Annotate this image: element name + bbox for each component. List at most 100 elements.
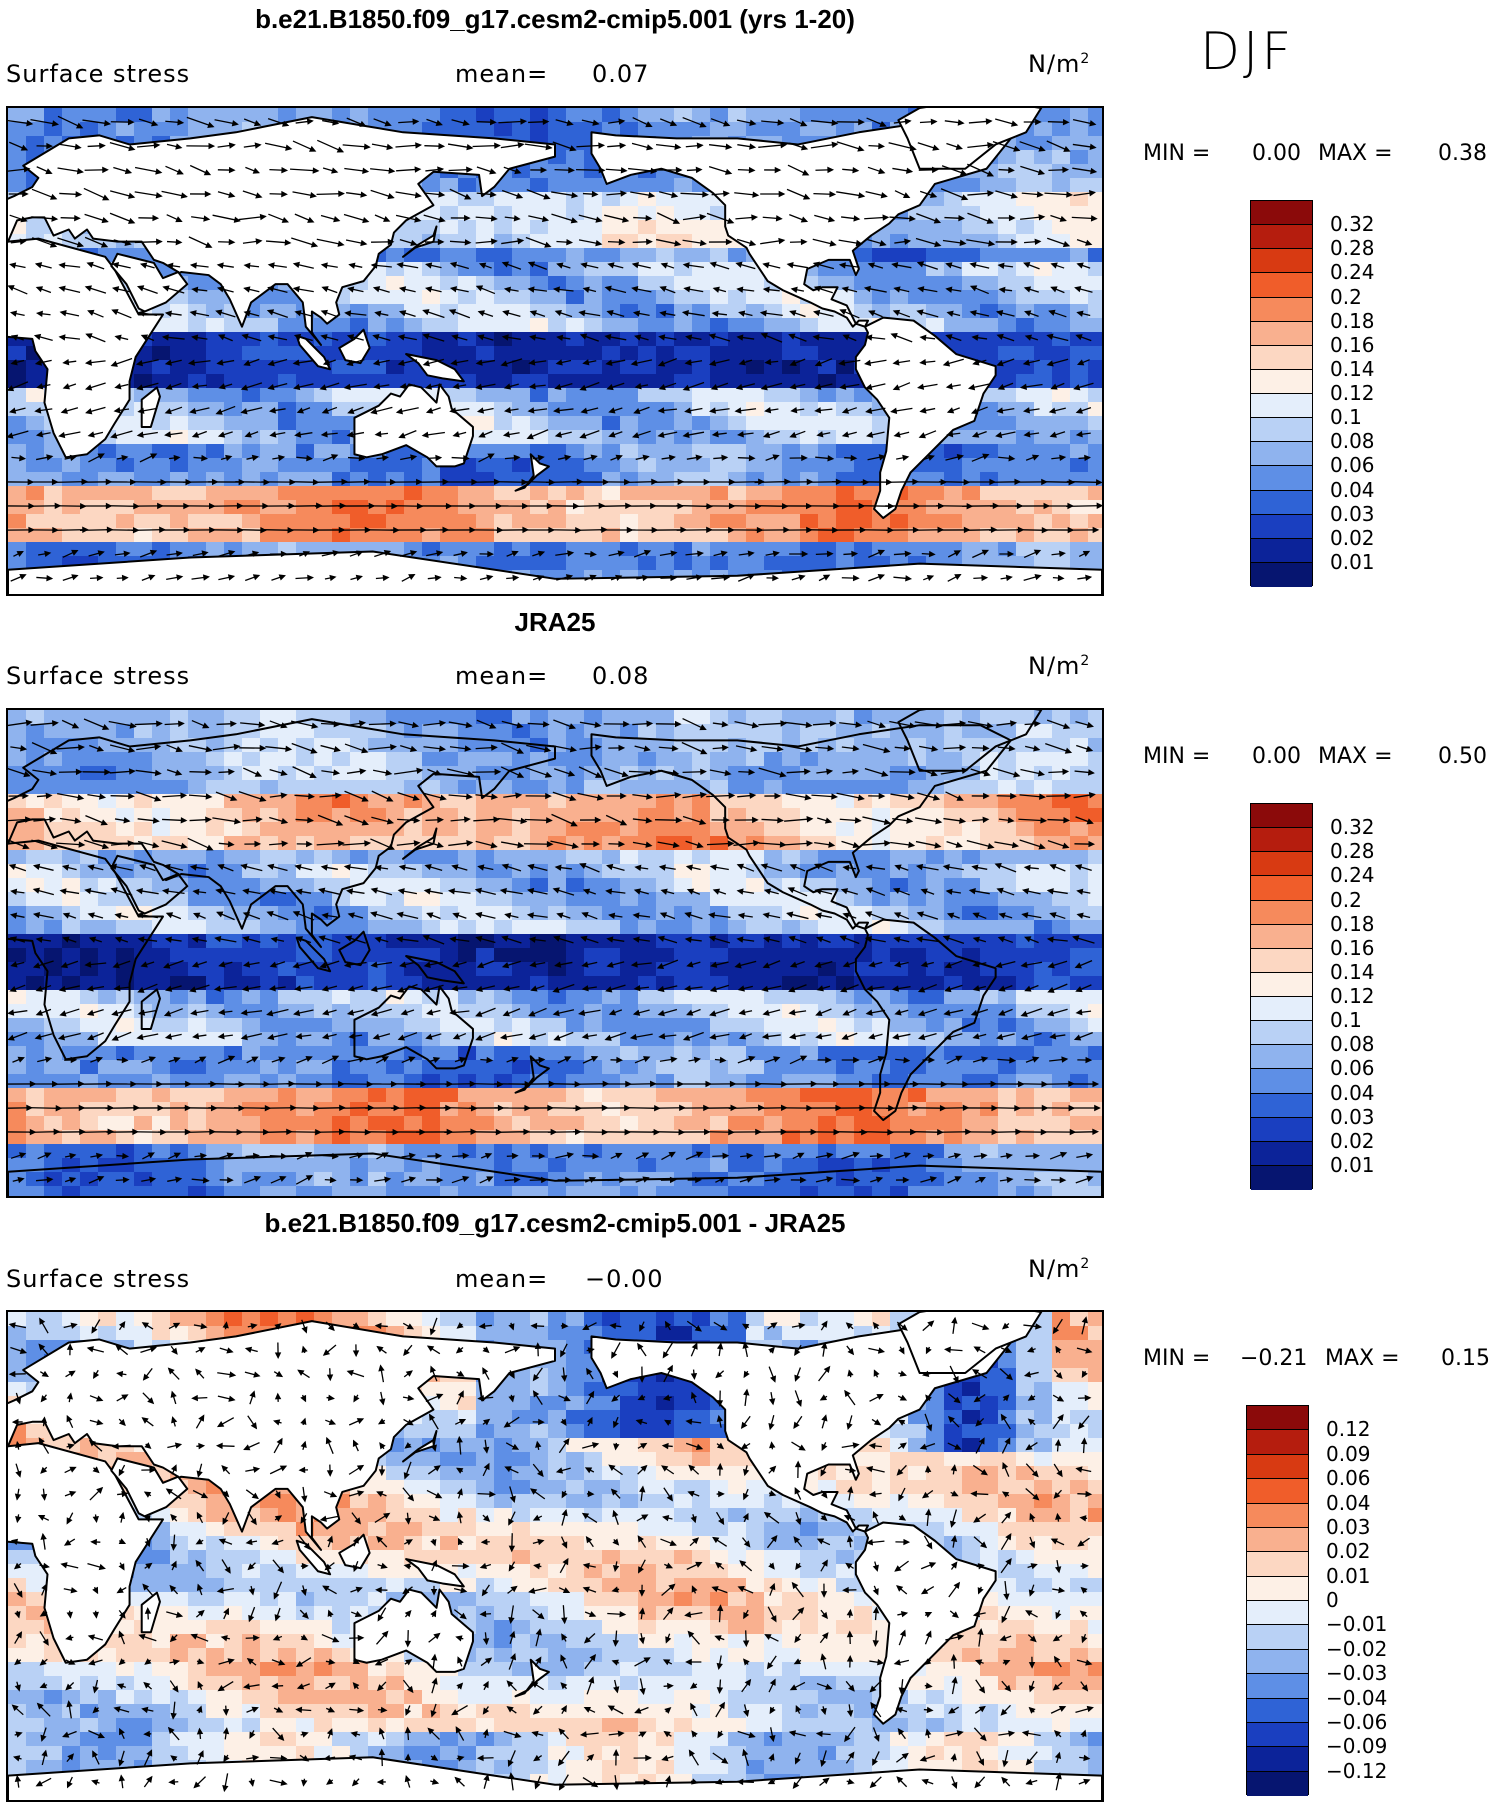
colorbar-swatch bbox=[1251, 924, 1312, 949]
colorbar-swatch bbox=[1251, 876, 1312, 901]
min-label: MIN = bbox=[1143, 744, 1211, 769]
stress-map-model bbox=[6, 106, 1104, 596]
colorbar-tick-label: 0.32 bbox=[1330, 815, 1375, 840]
colorbar-swatch bbox=[1247, 1625, 1308, 1650]
continents bbox=[8, 108, 1102, 594]
colorbar-swatch bbox=[1247, 1454, 1308, 1480]
colorbar-tick-label: 0.1 bbox=[1330, 1008, 1362, 1033]
colorbar-swatch bbox=[1247, 1722, 1308, 1748]
panel-title: b.e21.B1850.f09_g17.cesm2-cmip5.001 (yrs… bbox=[255, 4, 855, 34]
colorbar-swatch bbox=[1251, 972, 1312, 997]
colorbar-swatch bbox=[1251, 466, 1312, 491]
mean-label: mean= bbox=[455, 662, 549, 690]
colorbar-tick-label: 0.12 bbox=[1330, 984, 1375, 1008]
colorbar-tick-label: 0.12 bbox=[1326, 1417, 1371, 1442]
colorbar-swatch bbox=[1251, 1093, 1312, 1118]
colorbar-tick-label: 0.09 bbox=[1326, 1441, 1371, 1466]
colorbar-swatch bbox=[1251, 418, 1312, 443]
colorbar-swatch bbox=[1251, 804, 1312, 829]
colorbar-tick-label: 0.08 bbox=[1330, 1032, 1375, 1057]
mean-value: 0.07 bbox=[592, 60, 650, 88]
stress-map-difference bbox=[6, 1310, 1104, 1802]
colorbar-tick-label: 0.24 bbox=[1330, 863, 1375, 888]
max-label: MAX = bbox=[1318, 744, 1393, 769]
max-value: 0.50 bbox=[1438, 744, 1487, 769]
colorbar-tick-label: 0.18 bbox=[1330, 308, 1375, 333]
variable-label: Surface stress bbox=[6, 1265, 191, 1293]
colorbar-tick-label: −0.03 bbox=[1326, 1661, 1388, 1686]
colorbar-tick-label: 0.24 bbox=[1330, 260, 1375, 285]
units-label: N/m2 bbox=[1028, 50, 1091, 78]
colorbar-swatch bbox=[1247, 1503, 1308, 1528]
colorbar-swatch bbox=[1247, 1601, 1308, 1626]
colorbar-swatch bbox=[1247, 1698, 1308, 1723]
map-canvas bbox=[8, 710, 1102, 1196]
colorbar-tick-label: 0.2 bbox=[1330, 887, 1362, 912]
variable-label: Surface stress bbox=[6, 60, 191, 88]
season-label: DJF bbox=[1200, 22, 1295, 82]
max-value: 0.38 bbox=[1438, 141, 1487, 166]
colorbar-tick-label: −0.04 bbox=[1326, 1685, 1388, 1710]
colorbar-swatch bbox=[1247, 1430, 1308, 1455]
mean-value: 0.08 bbox=[592, 662, 650, 690]
min-label: MIN = bbox=[1143, 141, 1211, 166]
stress-vectors bbox=[8, 115, 1102, 582]
panel-title: b.e21.B1850.f09_g17.cesm2-cmip5.001 - JR… bbox=[264, 1208, 846, 1238]
colorbar-tick-label: −0.02 bbox=[1326, 1636, 1388, 1661]
colorbar-swatch bbox=[1251, 562, 1312, 587]
colorbar-swatch bbox=[1251, 490, 1312, 515]
mean-label: mean= bbox=[455, 1265, 549, 1293]
colorbar-swatch bbox=[1251, 369, 1312, 394]
colorbar-swatch bbox=[1251, 1021, 1312, 1046]
colorbar-tick-label: 0.01 bbox=[1326, 1563, 1371, 1588]
colorbar-tick-label: −0.09 bbox=[1326, 1734, 1388, 1759]
max-label: MAX = bbox=[1318, 141, 1393, 166]
colorbar-tick-label: −0.12 bbox=[1326, 1758, 1388, 1783]
min-value: −0.21 bbox=[1240, 1346, 1308, 1371]
colorbar-tick-label: 0.04 bbox=[1330, 1080, 1375, 1105]
colorbar bbox=[1250, 200, 1313, 587]
colorbar-swatch bbox=[1251, 1117, 1312, 1142]
colorbar-tick-label: 0.03 bbox=[1330, 1104, 1375, 1129]
colorbar-swatch bbox=[1251, 394, 1312, 419]
colorbar-swatch bbox=[1251, 1069, 1312, 1094]
colorbar-tick-label: 0.1 bbox=[1330, 405, 1362, 430]
colorbar-tick-label: 0.28 bbox=[1330, 839, 1375, 864]
colorbar-tick-label: 0.02 bbox=[1330, 1128, 1375, 1153]
colorbar-swatch bbox=[1251, 900, 1312, 925]
min-value: 0.00 bbox=[1252, 744, 1301, 769]
colorbar-swatch bbox=[1247, 1552, 1308, 1577]
colorbar-tick-label: 0.04 bbox=[1330, 477, 1375, 502]
colorbar-swatch bbox=[1251, 345, 1312, 370]
max-label: MAX = bbox=[1325, 1346, 1400, 1371]
colorbar-swatch bbox=[1247, 1649, 1308, 1675]
colorbar-tick-label: 0 bbox=[1326, 1588, 1339, 1612]
colorbar-tick-label: 0.01 bbox=[1330, 1152, 1375, 1177]
colorbar-swatch bbox=[1251, 249, 1312, 274]
colorbar-swatch bbox=[1251, 997, 1312, 1022]
stress-vectors bbox=[8, 718, 1101, 1185]
colorbar-swatch bbox=[1251, 1165, 1312, 1190]
colorbar-swatch bbox=[1251, 442, 1312, 467]
colorbar-tick-label: 0.02 bbox=[1326, 1539, 1371, 1564]
colorbar-swatch bbox=[1251, 201, 1312, 226]
colorbar-swatch bbox=[1251, 852, 1312, 877]
colorbar-swatch bbox=[1247, 1479, 1308, 1504]
colorbar-swatch bbox=[1247, 1576, 1308, 1601]
stress-field bbox=[8, 710, 1102, 1196]
panel-title: JRA25 bbox=[514, 607, 596, 637]
colorbar bbox=[1246, 1405, 1309, 1796]
colorbar bbox=[1250, 803, 1313, 1190]
map-canvas bbox=[8, 108, 1102, 594]
min-label: MIN = bbox=[1143, 1346, 1211, 1371]
colorbar-tick-label: 0.14 bbox=[1330, 959, 1375, 984]
colorbar-swatch bbox=[1251, 297, 1312, 322]
colorbar-tick-label: 0.04 bbox=[1326, 1490, 1371, 1515]
colorbar-swatch bbox=[1247, 1406, 1308, 1431]
colorbar-tick-label: 0.16 bbox=[1330, 935, 1375, 960]
colorbar-tick-label: 0.06 bbox=[1326, 1466, 1371, 1491]
units-label: N/m2 bbox=[1028, 652, 1091, 680]
colorbar-tick-label: 0.2 bbox=[1330, 284, 1362, 309]
units-label: N/m2 bbox=[1028, 1255, 1091, 1283]
variable-label: Surface stress bbox=[6, 662, 191, 690]
